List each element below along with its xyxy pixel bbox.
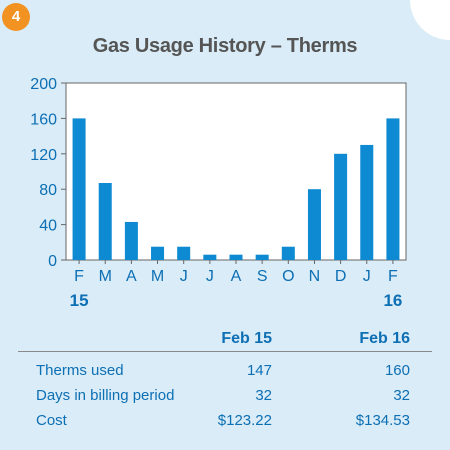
x-tick-label: M bbox=[151, 268, 164, 285]
year-label: 16 bbox=[383, 291, 402, 310]
plot-area bbox=[65, 82, 407, 261]
x-tick-label: F bbox=[74, 268, 84, 285]
bar bbox=[124, 221, 138, 260]
bar bbox=[177, 246, 191, 260]
summary-row-therms: Therms used 147 160 bbox=[18, 362, 432, 387]
bar bbox=[203, 254, 217, 260]
bar bbox=[334, 153, 348, 260]
y-tick-label: 120 bbox=[30, 147, 57, 164]
bar bbox=[255, 254, 269, 260]
row-label: Days in billing period bbox=[36, 387, 175, 404]
y-tick-label: 160 bbox=[30, 111, 57, 128]
summary-row-days: Days in billing period 32 32 bbox=[18, 387, 432, 412]
bar bbox=[72, 118, 86, 261]
y-tick-label: 80 bbox=[39, 182, 57, 199]
bar bbox=[98, 183, 112, 260]
x-tick-label: D bbox=[335, 268, 347, 285]
x-tick-label: O bbox=[282, 268, 294, 285]
row-value-feb15: 147 bbox=[246, 362, 272, 379]
year-label: 15 bbox=[70, 291, 89, 310]
bar bbox=[307, 189, 321, 260]
row-value-feb16: 32 bbox=[393, 387, 410, 404]
column-header-feb15: Feb 15 bbox=[221, 330, 272, 347]
header-divider bbox=[18, 351, 432, 352]
row-value-feb16: $134.53 bbox=[355, 412, 410, 429]
bar bbox=[281, 246, 295, 260]
summary-row-cost: Cost $123.22 $134.53 bbox=[18, 412, 432, 437]
x-tick-label: F bbox=[388, 268, 398, 285]
row-label: Cost bbox=[36, 412, 67, 429]
y-tick-label: 40 bbox=[39, 218, 57, 235]
row-value-feb15: 32 bbox=[255, 387, 272, 404]
y-tick-label: 0 bbox=[48, 253, 57, 270]
x-tick-label: A bbox=[231, 268, 242, 285]
x-tick-label: A bbox=[126, 268, 137, 285]
bar bbox=[151, 246, 165, 260]
x-tick-label: J bbox=[363, 268, 371, 285]
bar bbox=[229, 254, 243, 260]
bar bbox=[360, 144, 374, 260]
x-tick-label: N bbox=[309, 268, 321, 285]
x-tick-label: S bbox=[257, 268, 268, 285]
chart-title: Gas Usage History – Therms bbox=[92, 35, 358, 57]
column-header-feb16: Feb 16 bbox=[359, 330, 410, 347]
x-tick-label: J bbox=[206, 268, 214, 285]
summary-header: Feb 15 Feb 16 bbox=[18, 330, 432, 354]
step-badge: 4 bbox=[2, 3, 30, 31]
row-value-feb15: $123.22 bbox=[217, 412, 272, 429]
row-value-feb16: 160 bbox=[384, 362, 410, 379]
x-tick-label: J bbox=[180, 268, 188, 285]
billing-summary: Feb 15 Feb 16 Therms used 147 160 Days i… bbox=[18, 330, 432, 437]
y-tick-label: 200 bbox=[30, 76, 57, 93]
x-tick-label: M bbox=[99, 268, 112, 285]
bar bbox=[386, 118, 400, 261]
row-label: Therms used bbox=[36, 362, 124, 379]
